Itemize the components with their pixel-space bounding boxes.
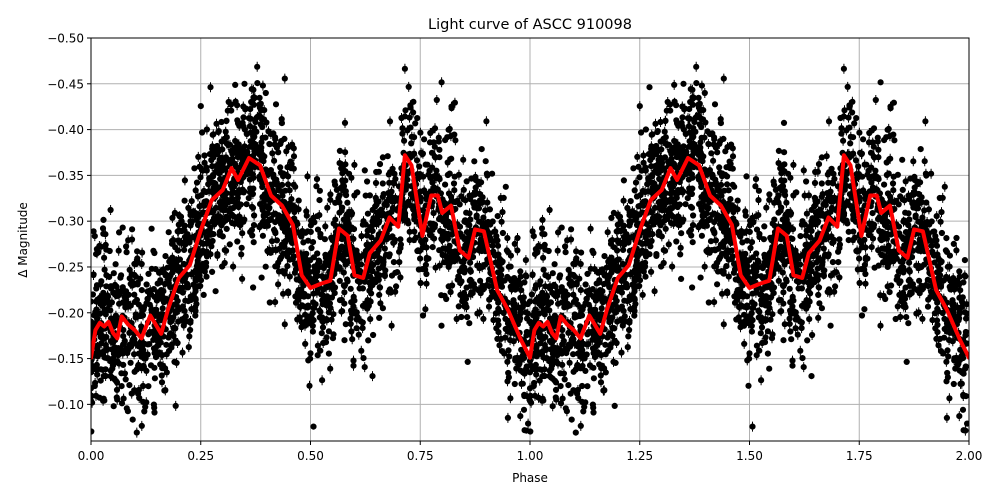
x-tick-label: 2.00	[956, 449, 983, 463]
binned-mean-curve	[91, 153, 969, 360]
y-tick-label: −0.10	[47, 398, 84, 412]
x-axis-ticks: 0.00 0.25 0.50 0.75 1.00 1.25 1.50 1.75 2.00	[78, 441, 983, 463]
x-axis-label: Phase	[512, 471, 548, 485]
chart-title: Light curve of ASCC 910098	[428, 17, 632, 33]
x-tick-label: 0.75	[407, 449, 434, 463]
y-tick-label: −0.15	[47, 352, 84, 366]
y-tick-label: −0.40	[47, 123, 84, 137]
x-tick-label: 1.50	[736, 449, 763, 463]
y-tick-label: −0.20	[47, 306, 84, 320]
binned-mean-line	[91, 153, 969, 360]
x-tick-label: 0.00	[78, 449, 105, 463]
y-tick-label: −0.30	[47, 215, 84, 229]
x-tick-label: 0.50	[297, 449, 324, 463]
y-tick-label: −0.50	[47, 32, 84, 46]
y-axis-ticks: −0.50 −0.45 −0.40 −0.35 −0.30 −0.25 −0.20 −0.15…	[47, 32, 91, 412]
x-tick-label: 1.00	[517, 449, 544, 463]
y-tick-label: −0.45	[47, 77, 84, 91]
error-bar-points	[91, 61, 969, 438]
y-axis-label: Δ Magnitude	[16, 202, 30, 278]
x-tick-label: 0.25	[187, 449, 214, 463]
x-tick-label: 1.75	[846, 449, 873, 463]
observation-points	[91, 61, 969, 438]
y-tick-label: −0.35	[47, 169, 84, 183]
y-tick-label: −0.25	[47, 260, 84, 274]
x-tick-label: 1.25	[626, 449, 653, 463]
